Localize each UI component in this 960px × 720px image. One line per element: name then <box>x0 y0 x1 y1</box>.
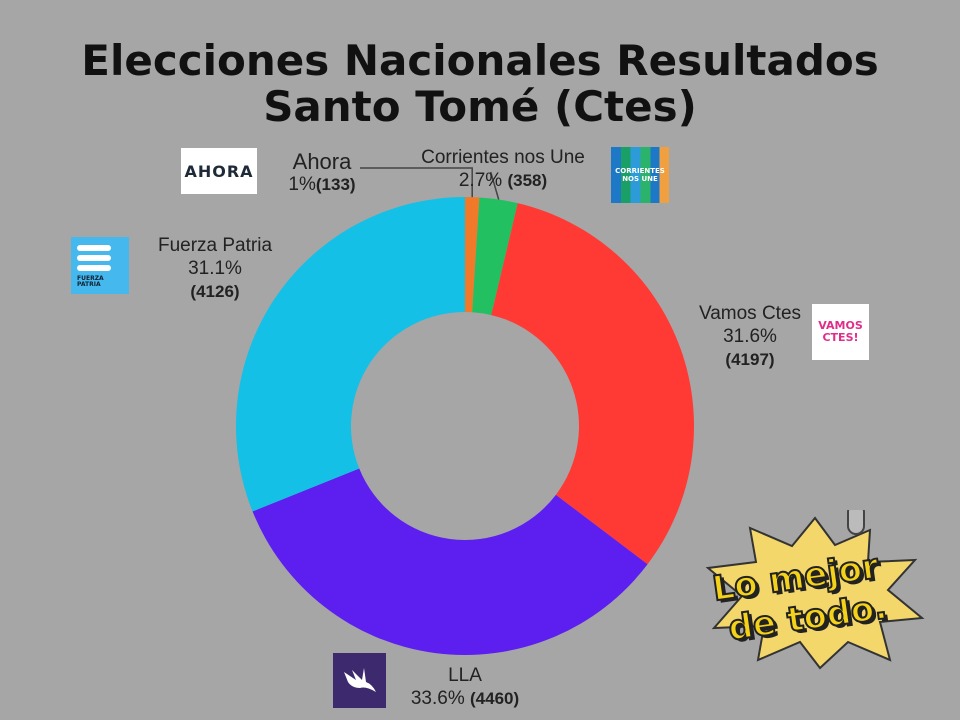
microphone-icon <box>847 510 865 535</box>
chart-title-line2: Santo Tomé (Ctes) <box>263 82 697 131</box>
label-vamos-name: Vamos Ctes <box>698 303 802 324</box>
eagle-icon <box>343 667 376 692</box>
label-ahora-name: Ahora <box>292 149 352 174</box>
label-vamos-ctes: Vamos Ctes 31.6% (4197) <box>680 302 820 371</box>
label-fp-votes: (4126) <box>190 282 240 301</box>
lla-logo <box>333 653 386 708</box>
label-lla-votes: (4460) <box>470 689 520 708</box>
slice-fuerza-patria <box>235 197 465 512</box>
label-corrientes: Corrientes nos Une 2.7% (358) <box>398 146 608 192</box>
slice-lla <box>252 468 648 656</box>
ahora-logo-text: AHORA <box>184 161 254 181</box>
label-fp-name: Fuerza Patria <box>157 235 273 256</box>
label-corrientes-votes: (358) <box>507 171 548 190</box>
slice-vamos-ctes <box>491 203 694 565</box>
chart-title-line1: Elecciones Nacionales Resultados <box>81 36 879 85</box>
leader-line-ahora <box>360 167 473 198</box>
lo-mejor-de-todo-stamp: Lo mejor de todo. <box>700 510 930 670</box>
vamos-ctes-logo: VAMOS CTES! <box>812 304 869 360</box>
label-corrientes-name: Corrientes nos Une <box>421 147 585 168</box>
label-fuerza-patria: Fuerza Patria 31.1% (4126) <box>140 234 290 303</box>
label-lla-name: LLA <box>448 665 482 686</box>
fuerza-patria-logo-text: FUERZA PATRIA <box>77 275 104 288</box>
comic-burst-icon <box>705 510 925 670</box>
leader-line-corrientes <box>489 171 500 200</box>
label-vamos-percent: 31.6% <box>723 326 777 347</box>
corrientes-logo-text: CORRIENTES NOS UNE <box>615 167 665 183</box>
corrientes-logo: CORRIENTES NOS UNE <box>611 147 669 203</box>
label-corrientes-percent: 2.7% <box>458 170 503 191</box>
slice-ahora <box>465 197 480 313</box>
label-ahora-percent: 1% <box>288 174 316 195</box>
slice-corrientes <box>472 197 518 316</box>
vamos-logo-text: VAMOS CTES! <box>818 319 863 344</box>
label-vamos-votes: (4197) <box>725 350 775 369</box>
label-ahora-votes: (133) <box>315 175 356 194</box>
label-fp-percent: 31.1% <box>188 258 242 279</box>
label-lla-percent: 33.6% <box>410 688 465 709</box>
label-lla: LLA 33.6% (4460) <box>385 664 545 710</box>
ahora-logo: AHORA <box>181 148 257 194</box>
label-ahora: Ahora 1%(133) <box>272 150 372 196</box>
fuerza-patria-logo: FUERZA PATRIA <box>71 237 129 294</box>
